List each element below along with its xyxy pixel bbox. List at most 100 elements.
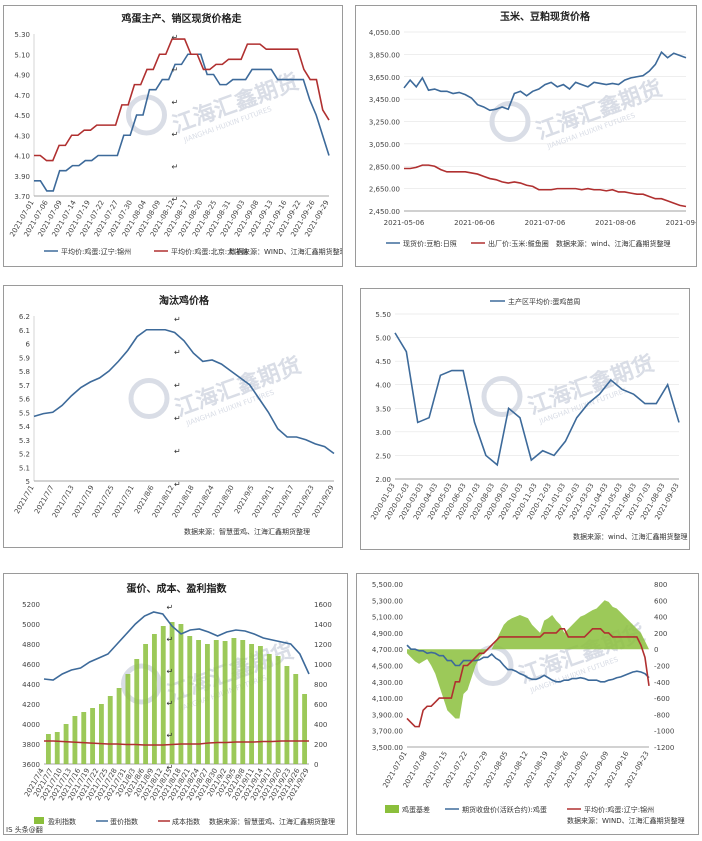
y2-tick-label: 600 [654, 597, 667, 605]
y-tick-label: 3,450.00 [369, 96, 400, 104]
legend-label: 盈利指数 [48, 817, 76, 826]
watermark-logo-chick [481, 376, 523, 417]
profit-bar [169, 622, 175, 764]
y-tick-label: 4,700.00 [372, 646, 403, 654]
legend-label: 现货价:豆粕:日照 [403, 239, 457, 248]
profit-bar [196, 640, 202, 764]
return-mark: ↵ [174, 381, 181, 390]
chart-title: 鸡蛋主产、销区现货价格走 [121, 12, 243, 25]
profit-bar [187, 636, 193, 764]
return-mark: ↵ [167, 731, 174, 740]
source-note: 数据来源：wind、江海汇鑫期货整理 [573, 532, 688, 541]
chart-chick: 主产区平均价:蛋鸡苗周 5.50 5.00 4.50 4.00 3.50 3.00 2.50 2… [369, 297, 688, 541]
y2-tick-label: 0 [654, 646, 658, 654]
legend-label: 成本指数 [172, 817, 200, 826]
x-tick-label: 2021-07-06 [525, 219, 566, 227]
y-tick-label: 5.1 [19, 464, 30, 472]
y2-tick-label: 1000 [314, 661, 332, 669]
y2-tick-label: 1200 [314, 641, 332, 649]
y-tick-label: 4,050.00 [369, 29, 400, 37]
x-tick-label: 2021-05-06 [384, 219, 425, 227]
profit-bar [178, 624, 184, 764]
return-mark: ↵ [167, 763, 174, 772]
chart-profit: 蛋价、成本、盈利指数520050004800460044004200400038… [6, 582, 335, 834]
chart-title: 淘汰鸡价格 [159, 294, 210, 307]
chart-panel-basis: 5,500.00 5,300.00 5,100.00 4,900.00 4,700.00… [356, 573, 699, 835]
profit-bar [275, 656, 281, 764]
y2-tick-label: 400 [314, 721, 327, 729]
profit-bar [213, 640, 219, 764]
y-tick-label: 2.00 [375, 476, 391, 484]
y-tick-label: 4.50 [375, 358, 391, 366]
y-tick-label: 6 [26, 341, 31, 349]
return-mark: ↵ [174, 348, 181, 357]
return-mark: ↵ [167, 603, 174, 612]
source-note: 数据来源：wind、江海汇鑫期货整理 [556, 239, 671, 248]
profit-bar [204, 644, 210, 764]
profit-bar [222, 641, 228, 764]
series-line-0 [33, 328, 335, 455]
profit-bar [45, 734, 51, 764]
y-tick-label: 6.1 [19, 327, 30, 335]
y-tick-label: 4.00 [375, 382, 391, 390]
profit-bar [240, 640, 246, 764]
y2-tick-label: -1000 [654, 728, 674, 736]
y-tick-label: 5200 [22, 601, 40, 609]
profit-bar [302, 694, 308, 764]
y2-tick-label: -1200 [654, 744, 674, 752]
y-tick-label: 3,050.00 [369, 141, 400, 149]
y-tick-label: 5.9 [19, 354, 30, 362]
y-tick-label: 5.3 [19, 437, 30, 445]
source-note: 数据来源：WIND、江海汇鑫期货整理 [567, 816, 685, 825]
profit-bar [151, 634, 157, 764]
series-line-1 [34, 38, 330, 162]
y2-tick-label: 0 [314, 761, 318, 769]
x-tick-label: 2021/7/1 [13, 484, 36, 515]
y-tick-label: 3600 [22, 761, 40, 769]
source-note: 数据来源：智慧蛋鸡、江海汇鑫期货整理 [209, 817, 335, 826]
y2-tick-label: 800 [314, 681, 327, 689]
y-tick-label: 5.50 [375, 311, 391, 319]
y-tick-label: 5,500.00 [372, 581, 403, 589]
y-tick-label: 3.70 [14, 193, 30, 201]
return-mark: ↵ [174, 480, 181, 489]
y-tick-label: 5.30 [14, 31, 30, 39]
y-tick-label: 5.7 [19, 382, 30, 390]
profit-bar [284, 666, 290, 764]
watermark-text-chick: 江海汇鑫期货 [525, 350, 658, 420]
return-mark: ↵ [172, 33, 179, 42]
profit-bar [90, 708, 96, 764]
y-tick-label: 4,300.00 [372, 679, 403, 687]
profit-bar [81, 712, 87, 764]
y-tick-label: 4200 [22, 701, 40, 709]
y-tick-label: 4,500.00 [372, 663, 403, 671]
watermark-text-hen: 江海汇鑫期货 [172, 352, 305, 422]
series-line-0 [394, 332, 680, 467]
series-line-2 [44, 740, 309, 746]
profit-bar [160, 626, 166, 764]
y-tick-label: 4000 [22, 721, 40, 729]
y2-tick-label: -400 [654, 679, 670, 687]
y-tick-label: 5,300.00 [372, 597, 403, 605]
y-tick-label: 3,700.00 [372, 728, 403, 736]
y2-tick-label: 1600 [314, 601, 332, 609]
return-mark: ↵ [174, 315, 181, 324]
legend-label: 出厂价:玉米:鲅鱼圈 [488, 239, 549, 248]
x-tick-label: 2021-09-06 [666, 219, 696, 227]
profit-bar [125, 674, 131, 764]
legend-label: 平均价:鸡蛋:辽宁:锦州 [584, 805, 654, 814]
y-tick-label: 4.50 [14, 112, 30, 120]
chart-panel-profit: 蛋价、成本、盈利指数 5200 5000 4800 4600 4400 4200 4000 38… [3, 573, 348, 835]
y-tick-label: 4,100.00 [372, 695, 403, 703]
profit-bar [266, 654, 272, 764]
profit-bar [107, 696, 113, 764]
y-tick-label: 3.50 [375, 405, 391, 413]
chart-hen: 淘汰鸡价格 6.2 6.1 6 5.9 5.8 5.7 5.6 5.5 5.4 5.3 5.2 5.1 5… [13, 294, 336, 536]
return-mark: ↵ [172, 163, 179, 172]
profit-bar [54, 732, 60, 764]
y-tick-label: 4.90 [14, 72, 30, 80]
profit-bar [72, 716, 78, 764]
legend-label: 主产区平均价:蛋鸡苗周 [508, 297, 580, 306]
y2-tick-label: 600 [314, 701, 327, 709]
y-tick-label: 3,850.00 [369, 51, 400, 59]
